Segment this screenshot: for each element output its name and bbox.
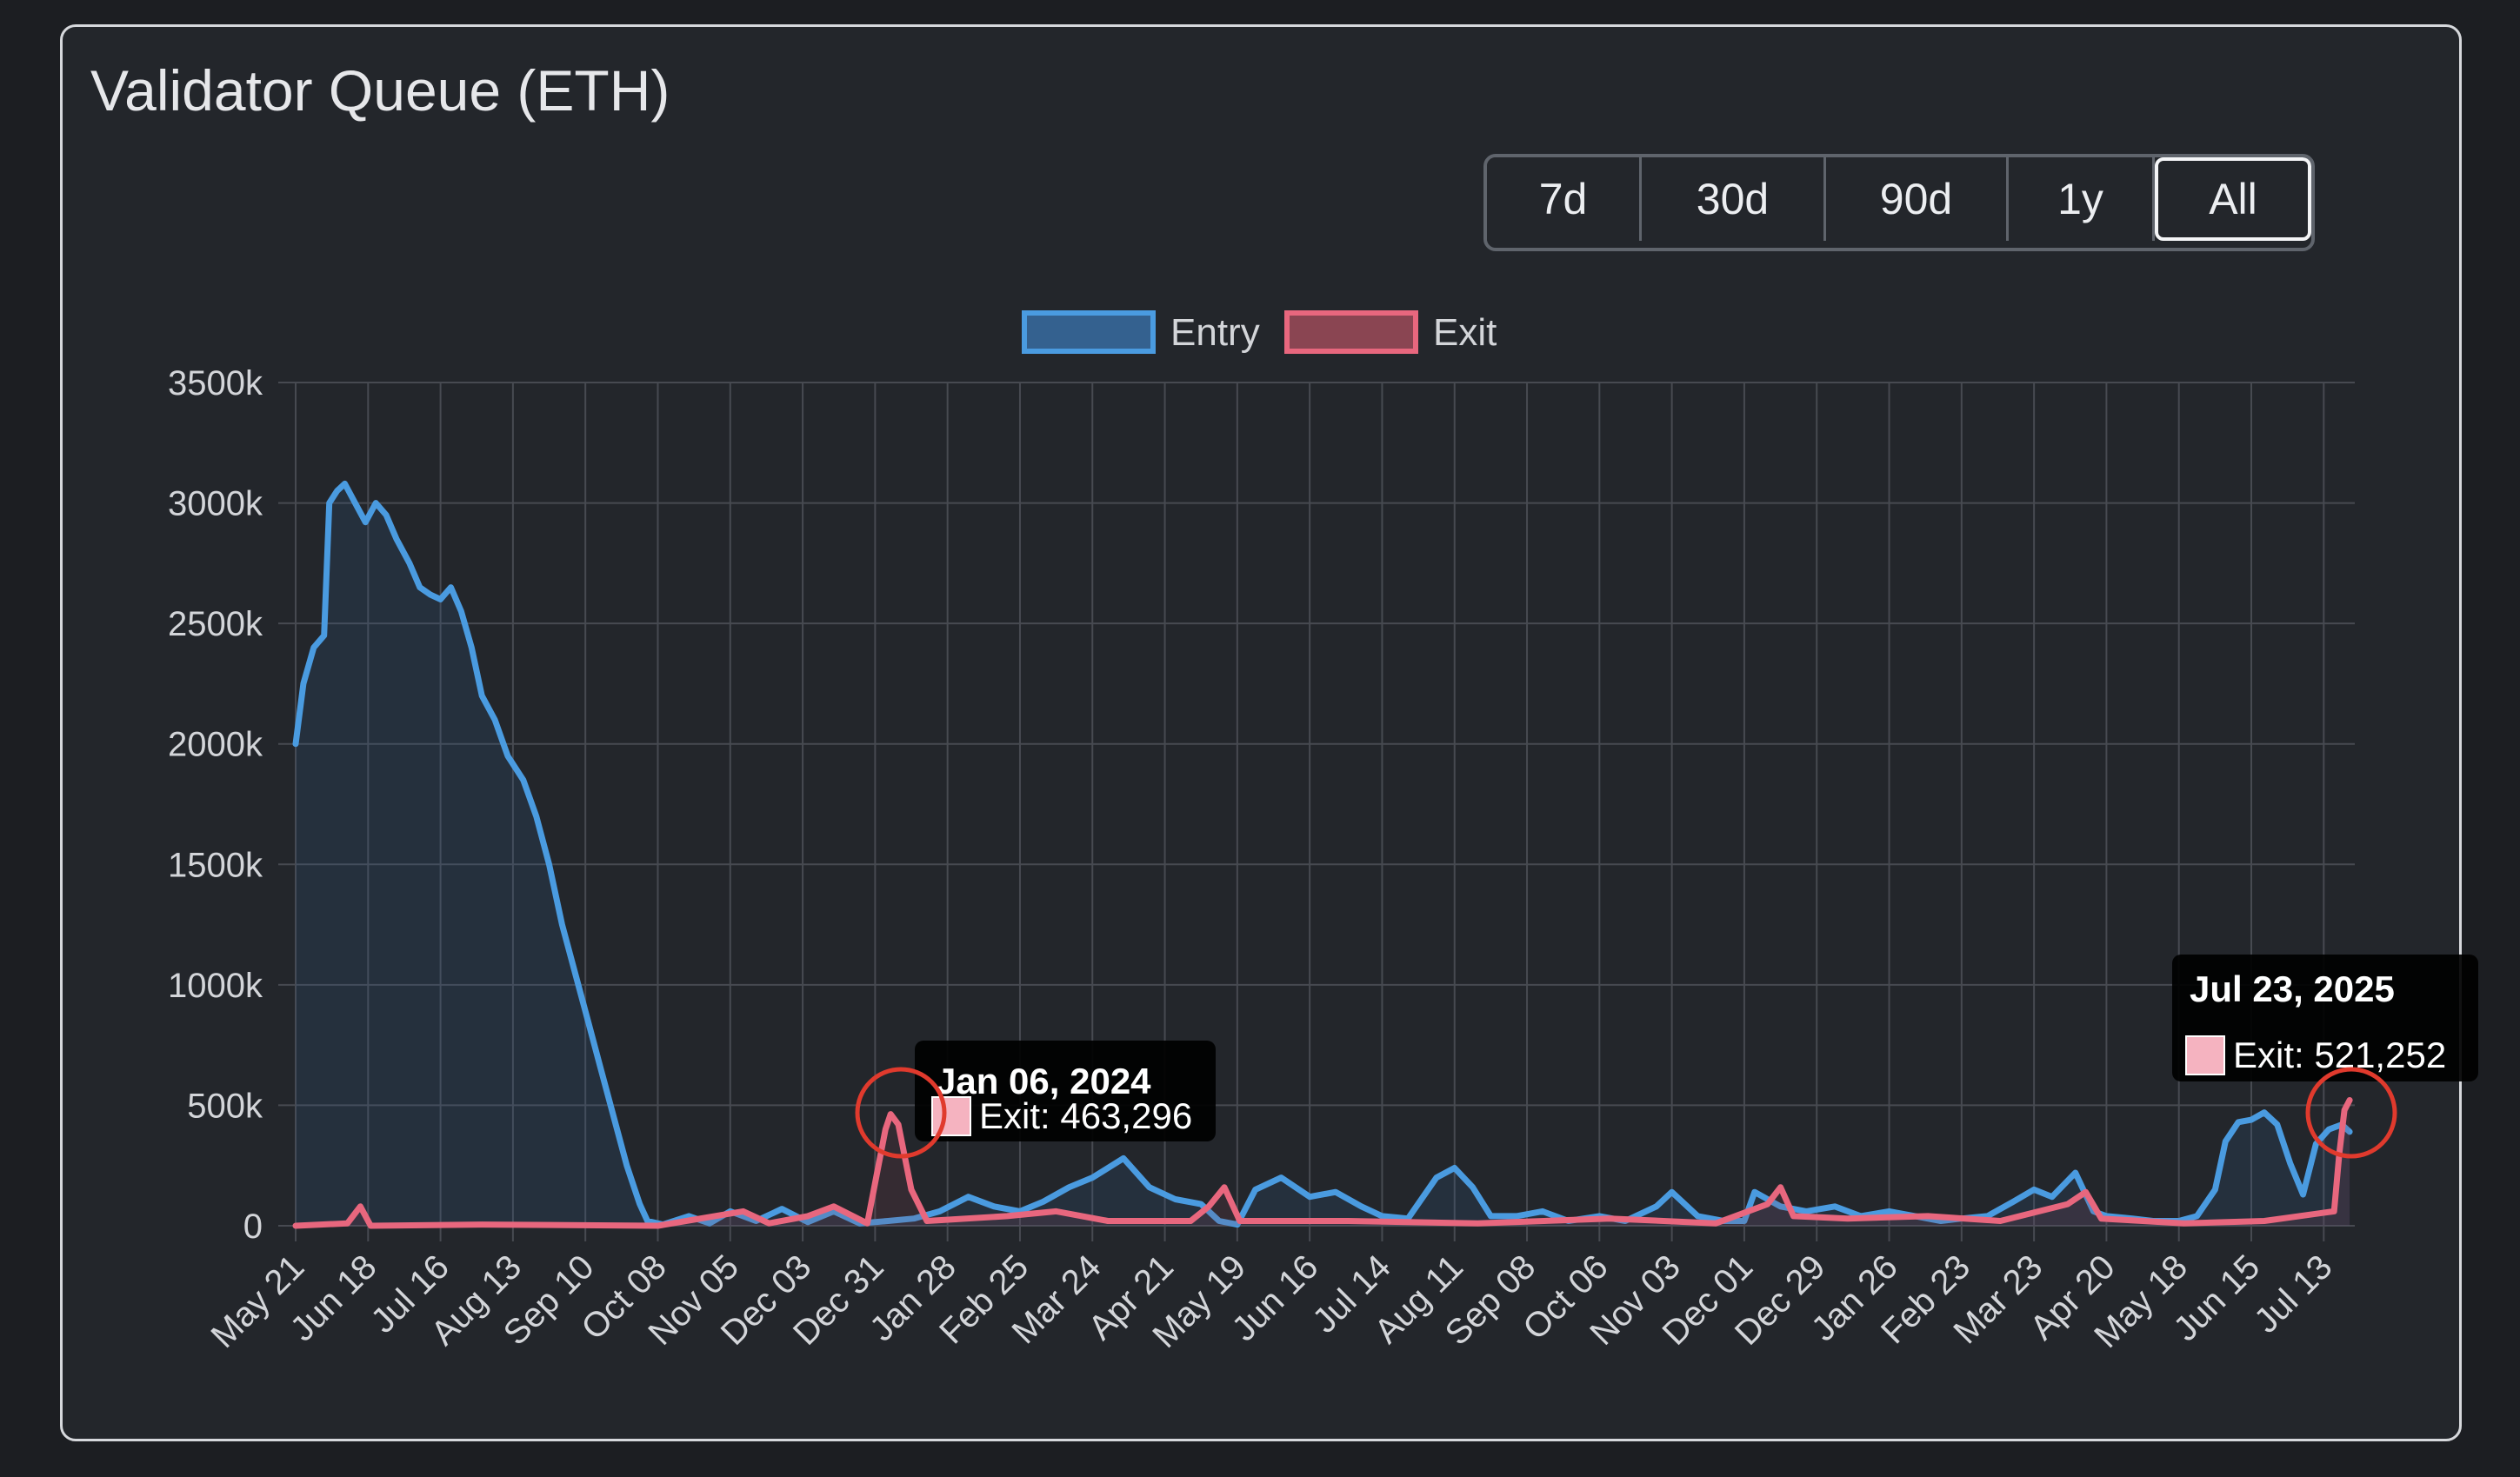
highlight-circle [855, 1067, 947, 1159]
legend-entry-swatch [1022, 310, 1156, 354]
entry-series-area [296, 483, 2350, 1226]
y-tick-label: 1500k [168, 846, 263, 884]
range-1y-button[interactable]: 1y [2009, 157, 2155, 241]
range-selector: 7d 30d 90d 1y All [1483, 154, 2315, 251]
range-30d-button[interactable]: 30d [1642, 157, 1826, 241]
y-tick-label: 2000k [168, 726, 263, 764]
tooltip-box [915, 1041, 1216, 1141]
y-tick-label: 500k [187, 1087, 263, 1125]
x-tick-label: May 21 [203, 1247, 311, 1355]
exit-series-line [292, 1097, 2353, 1229]
range-90d-button[interactable]: 90d [1826, 157, 2009, 241]
y-tick-label: 1000k [168, 967, 263, 1005]
tooltip-label: Exit: 521,252 [2233, 1035, 2446, 1075]
tooltip-swatch [2185, 1035, 2225, 1075]
entry-series-line [292, 480, 2353, 1228]
tooltip-box [2172, 955, 2478, 1081]
legend-exit-swatch [1284, 310, 1418, 354]
tooltip-title: Jan 06, 2024 [936, 1061, 1151, 1101]
range-7d-button[interactable]: 7d [1487, 157, 1642, 241]
x-tick-label: Jul 13 [2247, 1247, 2340, 1341]
tooltip-swatch [931, 1096, 971, 1136]
tooltip-label: Exit: 463,296 [979, 1095, 1192, 1136]
range-all-button[interactable]: All [2155, 157, 2311, 241]
page-title: Validator Queue (ETH) [90, 58, 670, 123]
y-tick-label: 3000k [168, 485, 263, 523]
legend-entry-label: Entry [1170, 311, 1260, 354]
y-tick-label: 3500k [168, 364, 263, 403]
y-tick-label: 2500k [168, 605, 263, 643]
legend-exit-label: Exit [1433, 311, 1497, 354]
y-tick-label: 0 [243, 1208, 263, 1246]
highlight-circle [2305, 1067, 2397, 1159]
tooltip-title: Jul 23, 2025 [2190, 968, 2395, 1009]
